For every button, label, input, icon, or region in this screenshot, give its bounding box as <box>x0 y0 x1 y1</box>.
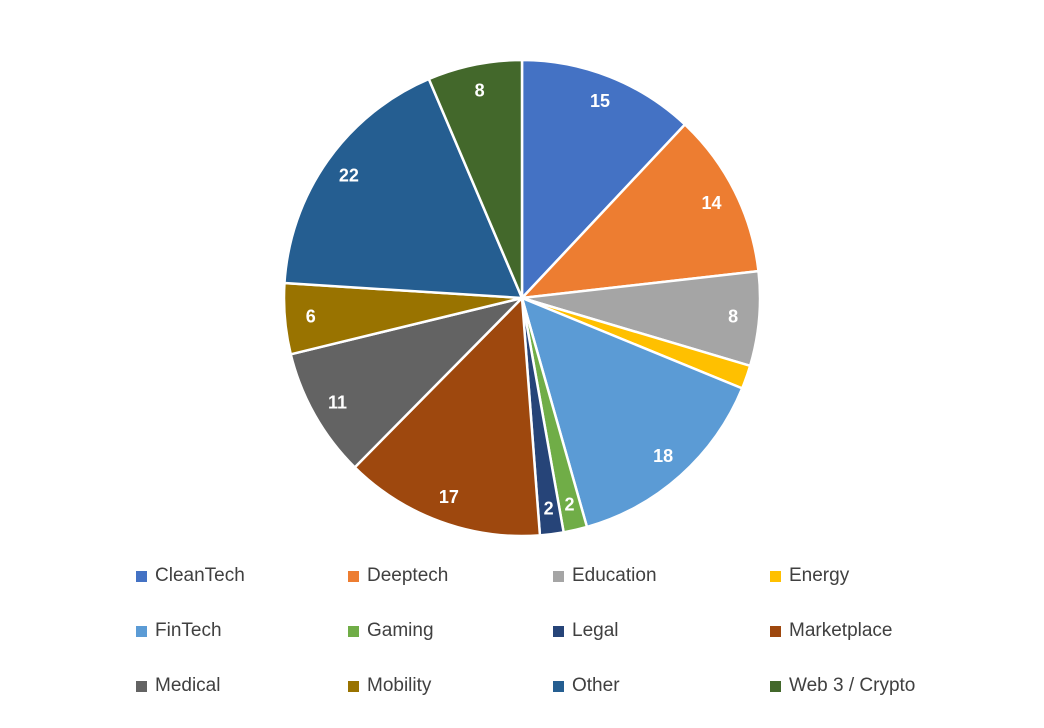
legend-swatch <box>348 625 359 637</box>
legend-swatch <box>553 625 564 637</box>
legend-item: Education <box>553 565 657 587</box>
legend-item: Medical <box>136 675 220 697</box>
slice-fintech <box>520 295 744 529</box>
legend-label: Education <box>572 565 657 586</box>
legend-label: Marketplace <box>789 620 893 641</box>
slice-other <box>283 77 524 300</box>
data-label: 6 <box>306 307 316 327</box>
legend-label: CleanTech <box>155 565 245 586</box>
legend-label: Medical <box>155 675 221 696</box>
legend-swatch <box>136 625 147 637</box>
legend-item: Other <box>553 675 620 697</box>
data-label: 11 <box>328 392 347 412</box>
legend-swatch <box>136 570 147 582</box>
legend-item: Web 3 / Crypto <box>770 675 915 697</box>
legend-label: Deeptech <box>367 565 449 586</box>
data-label: 2 <box>565 495 575 515</box>
slice-marketplace <box>353 295 542 538</box>
data-label: 8 <box>475 80 485 100</box>
data-label: 17 <box>439 487 459 507</box>
legend-label: Energy <box>789 565 850 586</box>
legend-swatch <box>136 680 147 692</box>
data-label: 2 <box>544 498 554 518</box>
legend-swatch <box>348 680 359 692</box>
data-label: 8 <box>728 307 738 327</box>
legend-item: Gaming <box>348 620 434 642</box>
legend-item: Energy <box>770 565 849 587</box>
legend-swatch <box>553 570 564 582</box>
legend-label: Web 3 / Crypto <box>789 675 916 696</box>
slice-cleantech <box>520 58 687 302</box>
data-label: 14 <box>701 193 721 213</box>
legend-label: Gaming <box>367 620 434 641</box>
legend-swatch <box>348 570 359 582</box>
legend-item: Legal <box>553 620 619 642</box>
legend-label: FinTech <box>155 620 222 641</box>
slice-web-3-crypto <box>427 58 524 299</box>
legend-item: FinTech <box>136 620 222 642</box>
legend-item: Mobility <box>348 675 431 697</box>
legend-label: Mobility <box>367 675 432 696</box>
data-label: 22 <box>339 166 359 186</box>
legend-item: Marketplace <box>770 620 893 642</box>
legend-label: Other <box>572 675 620 696</box>
legend-swatch <box>770 680 781 692</box>
legend-item: CleanTech <box>136 565 245 587</box>
legend-swatch <box>770 570 781 582</box>
data-label: 18 <box>653 446 673 466</box>
data-label: 15 <box>590 91 610 111</box>
legend-label: Legal <box>572 620 619 641</box>
legend-swatch <box>770 625 781 637</box>
legend-item: Deeptech <box>348 565 448 587</box>
legend-swatch <box>553 680 564 692</box>
slice-deeptech <box>518 122 760 300</box>
